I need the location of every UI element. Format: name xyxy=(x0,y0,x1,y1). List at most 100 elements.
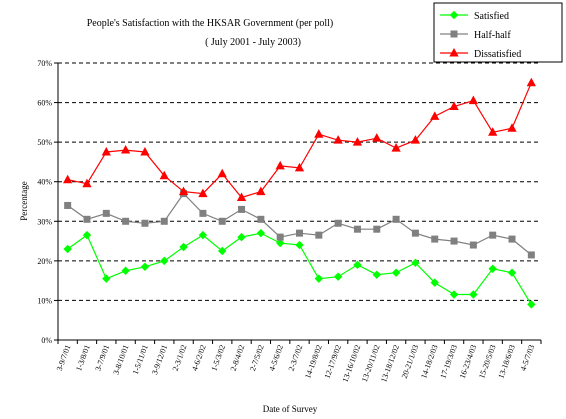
data-point xyxy=(430,111,440,120)
data-point xyxy=(218,246,227,256)
plot-area xyxy=(58,63,541,340)
data-point xyxy=(295,240,304,250)
data-point xyxy=(372,270,381,279)
data-point xyxy=(373,225,381,233)
data-point xyxy=(488,127,498,136)
data-point xyxy=(294,162,305,172)
x-tick-label: 1-5/11/01 xyxy=(131,344,150,376)
data-point xyxy=(256,186,266,196)
legend-item: Half-half xyxy=(440,30,511,41)
data-point xyxy=(296,229,303,237)
data-point xyxy=(392,215,400,223)
data-point xyxy=(411,258,420,268)
data-point xyxy=(488,264,497,273)
data-point xyxy=(527,300,536,309)
data-point xyxy=(159,170,169,180)
data-point xyxy=(217,168,227,178)
data-point xyxy=(333,272,343,281)
x-tick-label: 15-20/5/03 xyxy=(477,344,497,380)
data-point xyxy=(276,233,284,241)
x-tick-label: 4-5/6/02 xyxy=(267,344,285,373)
chart-subtitle: ( July 2001 - July 2003) xyxy=(205,37,301,48)
x-tick-label: 1-5/3/02 xyxy=(209,344,227,373)
data-point xyxy=(122,217,130,225)
data-point xyxy=(102,209,110,217)
series-dissatisfied xyxy=(63,77,536,202)
y-axis-label: Percentage xyxy=(19,181,29,220)
y-tick-label: 0% xyxy=(41,336,52,345)
data-point xyxy=(431,235,439,243)
x-tick-label: 3-8/10/01 xyxy=(111,344,130,376)
data-point xyxy=(64,201,72,209)
x-tick-label: 2-8/4/02 xyxy=(229,344,247,373)
data-point xyxy=(275,160,285,170)
x-tick-label: 4-6/2/02 xyxy=(190,344,208,373)
y-tick-label: 60% xyxy=(37,99,52,108)
data-point xyxy=(120,145,131,154)
data-point xyxy=(352,137,363,146)
gridlines xyxy=(58,62,541,301)
data-point xyxy=(178,186,189,196)
data-point xyxy=(236,192,247,202)
y-tick-labels: 0% 10% 20% 30% 40% 50% 60% 70% xyxy=(37,59,52,345)
x-tick-label: 12-17/9/02 xyxy=(323,344,343,380)
data-point xyxy=(257,215,265,223)
data-point xyxy=(449,290,459,299)
data-point xyxy=(449,10,459,20)
data-point xyxy=(140,146,150,156)
data-point xyxy=(469,290,478,299)
data-point xyxy=(199,209,207,217)
data-point xyxy=(353,260,362,270)
data-point xyxy=(410,135,421,144)
data-point xyxy=(314,274,324,283)
data-point xyxy=(449,47,459,57)
x-tick-label: 17-19/3/03 xyxy=(438,344,458,380)
data-point xyxy=(237,232,246,242)
x-tick-label: 13-18/6/03 xyxy=(496,344,516,380)
legend-label: Satisfied xyxy=(474,11,509,22)
data-point xyxy=(507,123,517,132)
legend-label: Dissatisfied xyxy=(474,49,521,60)
data-point xyxy=(353,225,361,233)
data-point xyxy=(160,217,168,225)
data-point xyxy=(82,230,92,240)
data-point xyxy=(469,241,477,249)
y-tick-label: 50% xyxy=(37,138,52,147)
x-tick-label: 20-21/1/03 xyxy=(400,344,420,380)
series-line xyxy=(67,82,532,199)
y-tick-label: 40% xyxy=(37,178,52,187)
data-point xyxy=(121,266,130,275)
data-point xyxy=(527,251,535,259)
data-point xyxy=(198,188,208,198)
x-tick-label: 1-3/8/01 xyxy=(74,344,92,373)
data-point xyxy=(449,101,459,111)
data-point xyxy=(411,229,419,237)
x-tick-label: 3-9/7/01 xyxy=(55,344,73,373)
x-tick-label: 14-18/2/03 xyxy=(419,344,439,380)
data-point xyxy=(430,278,439,287)
data-point xyxy=(63,244,72,254)
data-point xyxy=(179,242,188,252)
data-point xyxy=(256,228,266,238)
data-point xyxy=(141,219,149,227)
series-satisfied xyxy=(63,228,536,309)
data-point xyxy=(198,230,208,240)
x-tick-label: 3-9/12/01 xyxy=(150,344,169,376)
legend: Satisfied Half-half Dissatisfied xyxy=(433,2,563,63)
y-tick-label: 30% xyxy=(37,217,52,226)
data-point xyxy=(83,215,91,223)
y-tick-label: 10% xyxy=(37,296,52,305)
data-point xyxy=(391,268,401,277)
y-tick-label: 20% xyxy=(37,257,52,266)
data-point xyxy=(315,231,323,239)
data-point xyxy=(314,129,324,138)
data-point xyxy=(102,274,111,283)
x-tick-labels: 3-9/7/01 1-3/8/01 3-7/9/01 3-8/10/01 1-5/11/… xyxy=(55,344,536,384)
data-point xyxy=(391,143,401,152)
x-tick-label: 16-23/4/03 xyxy=(458,344,478,380)
data-point xyxy=(82,178,92,188)
x-tick-label: 14-19/8/02 xyxy=(303,344,323,380)
data-point xyxy=(450,30,458,38)
x-tick-label: 2-3/7/02 xyxy=(287,344,305,373)
